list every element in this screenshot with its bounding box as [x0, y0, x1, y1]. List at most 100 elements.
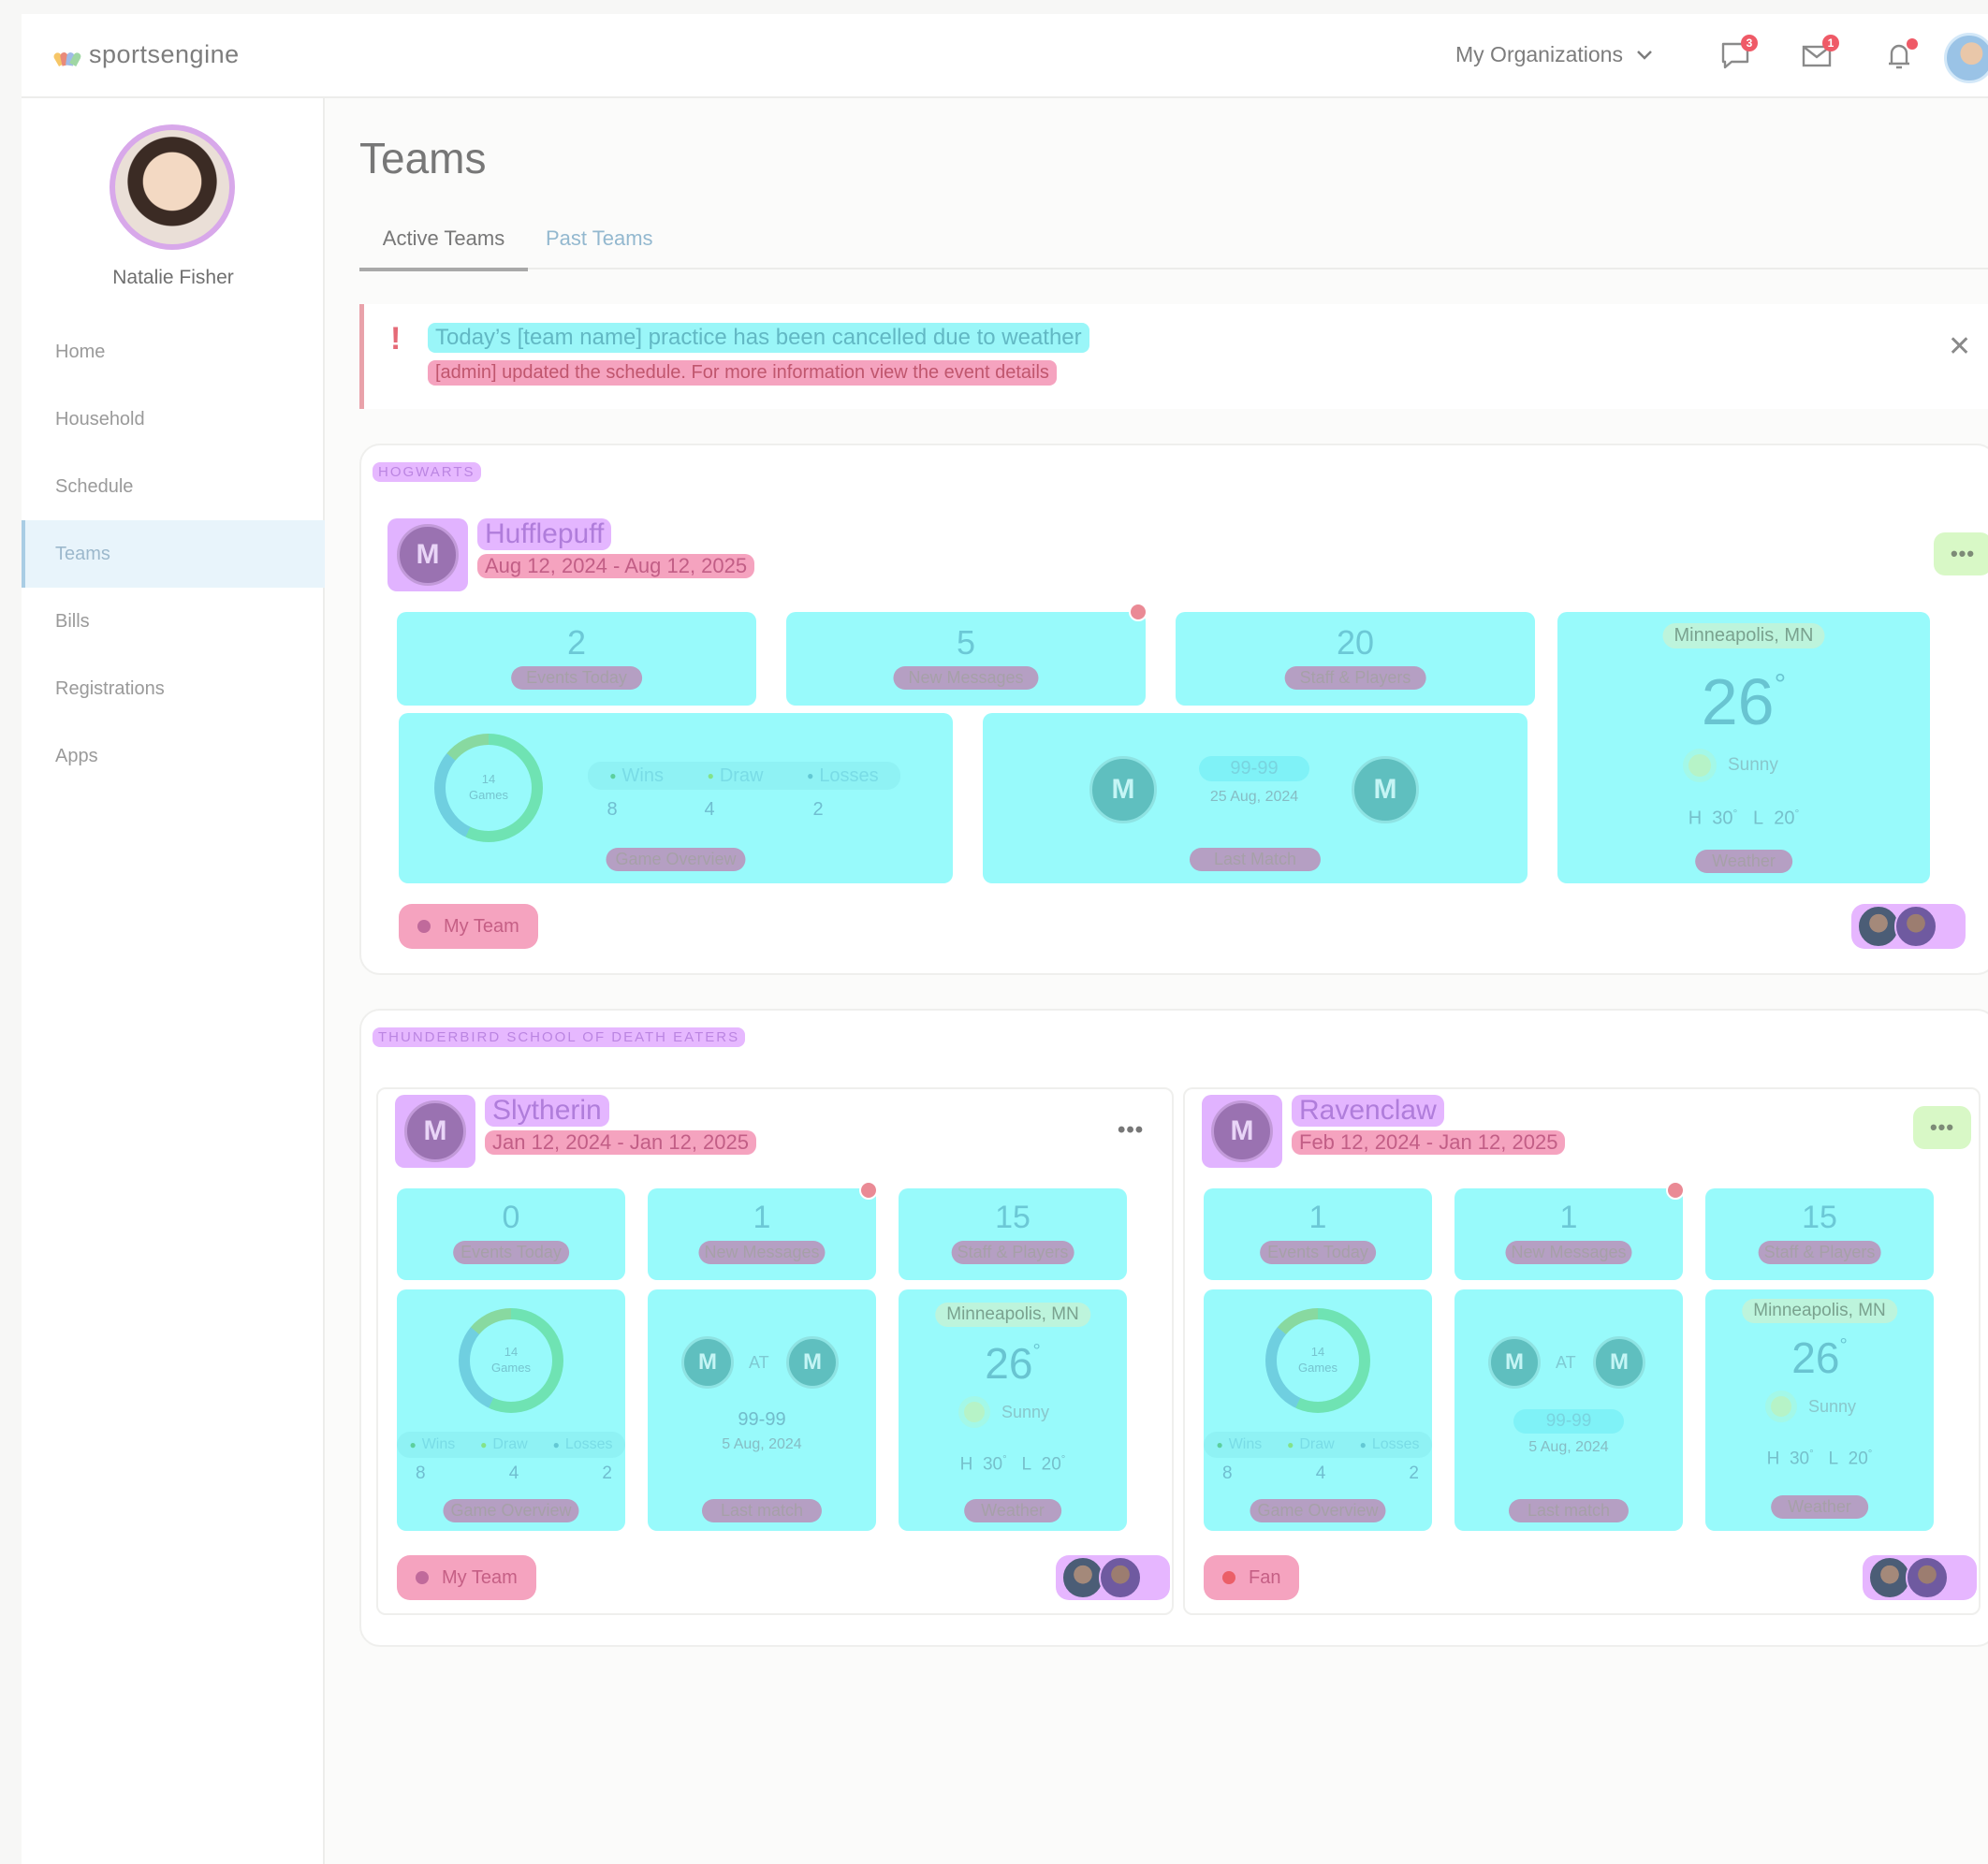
member-avatar — [1099, 1556, 1142, 1599]
team-more-button[interactable]: ••• — [1118, 1117, 1145, 1143]
events-today-tile[interactable]: 0 Events Today — [397, 1188, 625, 1280]
sidebar-item-apps[interactable]: Apps — [55, 745, 98, 766]
game-legend: Wins Draw Losses — [397, 1432, 625, 1458]
sidebar-item-teams[interactable]: Teams — [22, 520, 325, 588]
unread-dot — [859, 1181, 878, 1200]
brand-logo[interactable]: sportsengine — [52, 40, 240, 69]
draw-count: 4 — [1315, 1464, 1326, 1483]
staff-players-tile[interactable]: 15 Staff & Players — [899, 1188, 1127, 1280]
weather-label: Weather — [1695, 850, 1792, 873]
home-team-logo: M — [681, 1336, 734, 1389]
unread-dot — [1666, 1181, 1685, 1200]
team-logo[interactable]: M — [395, 1095, 475, 1168]
game-legend: Wins Draw Losses — [588, 762, 900, 790]
game-overview-tile[interactable]: 14 Games Wins Draw Losses 8 4 2 Game Ove… — [399, 713, 953, 883]
tab-past-teams[interactable]: Past Teams — [546, 226, 653, 250]
team-role-badge[interactable]: My Team — [399, 904, 538, 949]
team-role: Fan — [1249, 1566, 1281, 1588]
alert-title: Today’s [team name] practice has been ca… — [428, 323, 1089, 353]
legend-wins: Wins — [1216, 1436, 1263, 1453]
weather-tile[interactable]: Minneapolis, MN 26° Sunny H 30° L 20° We… — [1705, 1289, 1934, 1531]
staff-players-label: Staff & Players — [1758, 1241, 1881, 1264]
events-today-tile[interactable]: 1 Events Today — [1204, 1188, 1432, 1280]
sidebar-item-schedule[interactable]: Schedule — [55, 475, 134, 497]
at-label: AT — [749, 1353, 769, 1372]
game-overview-label: Game Overview — [606, 848, 746, 871]
mail-button[interactable]: 1 — [1800, 35, 1839, 76]
close-icon[interactable]: ✕ — [1948, 331, 1972, 362]
weather-temperature: 26° — [985, 1339, 1041, 1388]
team-card-ravenclaw: M Ravenclaw Feb 12, 2024 - Jan 12, 2025 … — [1183, 1087, 1981, 1615]
team-members-avatars[interactable] — [1056, 1555, 1170, 1600]
weather-condition: Sunny — [1771, 1396, 1856, 1417]
role-dot — [1222, 1571, 1235, 1584]
weather-city: Minneapolis, MN — [935, 1303, 1090, 1327]
team-name[interactable]: Hufflepuff — [477, 518, 612, 550]
legend-losses: Losses — [553, 1436, 613, 1453]
team-dates: Jan 12, 2024 - Jan 12, 2025 — [485, 1130, 756, 1155]
weather-tile[interactable]: Minneapolis, MN 26° Sunny H 30° L 20° We… — [899, 1289, 1127, 1531]
last-match-tile[interactable]: M 99-99 25 Aug, 2024 M Last Match — [983, 713, 1528, 883]
user-avatar-button[interactable] — [1944, 33, 1988, 83]
game-overview-tile[interactable]: 14 Games Wins Draw Losses 8 4 2 Game Ove… — [397, 1289, 625, 1531]
staff-players-tile[interactable]: 15 Staff & Players — [1705, 1188, 1934, 1280]
away-team-logo: M — [1593, 1336, 1645, 1389]
team-role: My Team — [444, 915, 519, 937]
last-match-tile[interactable]: M AT M 99-99 5 Aug, 2024 Last match — [1454, 1289, 1683, 1531]
weather-city: Minneapolis, MN — [1662, 623, 1825, 648]
legend-draw: Draw — [1287, 1436, 1334, 1453]
staff-players-label: Staff & Players — [1284, 666, 1426, 690]
last-match-score: 99-99 — [738, 1409, 786, 1430]
weather-condition: Sunny — [964, 1402, 1049, 1422]
legend-draw: Draw — [480, 1436, 527, 1453]
events-today-tile[interactable]: 2 Events Today — [397, 612, 756, 706]
sidebar-item-home[interactable]: Home — [55, 341, 106, 362]
org-section-thunderbird: THUNDERBIRD SCHOOL OF DEATH EATERS M Sly… — [359, 1009, 1988, 1647]
games-donut-chart: 14 Games — [434, 734, 543, 842]
tab-active-teams[interactable]: Active Teams — [359, 226, 528, 271]
losses-count: 2 — [1409, 1464, 1419, 1483]
chat-button[interactable]: 3 — [1718, 35, 1758, 76]
team-name[interactable]: Ravenclaw — [1292, 1095, 1444, 1127]
games-label: Games — [491, 1361, 531, 1375]
team-members-avatars[interactable] — [1863, 1555, 1977, 1600]
sidebar-item-registrations[interactable]: Registrations — [55, 677, 165, 699]
staff-players-tile[interactable]: 20 Staff & Players — [1176, 612, 1535, 706]
new-messages-tile[interactable]: 5 New Messages — [786, 603, 1147, 706]
team-members-avatars[interactable] — [1851, 904, 1966, 949]
legend-wins: Wins — [609, 765, 664, 787]
sidebar-item-household[interactable]: Household — [55, 408, 145, 430]
last-match-label: Last Match — [1189, 848, 1322, 871]
sidebar-nav: Home Household Schedule Teams Bills Regi… — [22, 318, 325, 790]
wins-count: 8 — [607, 799, 618, 820]
role-dot — [417, 920, 431, 933]
team-more-button[interactable]: ••• — [1934, 532, 1988, 575]
alert-message[interactable]: [admin] updated the schedule. For more i… — [428, 360, 1057, 386]
game-overview-tile[interactable]: 14 Games Wins Draw Losses 8 4 2 Game Ove… — [1204, 1289, 1432, 1531]
sun-icon — [1771, 1396, 1791, 1417]
unread-dot — [1129, 603, 1147, 621]
team-logo[interactable]: M — [1202, 1095, 1282, 1168]
team-more-button[interactable]: ••• — [1913, 1106, 1971, 1149]
profile-avatar[interactable] — [110, 124, 235, 250]
notifications-button[interactable] — [1882, 38, 1920, 76]
away-team-logo: M — [786, 1336, 839, 1389]
team-logo[interactable]: M — [387, 518, 468, 591]
team-role-badge[interactable]: Fan — [1204, 1555, 1300, 1600]
my-organizations-dropdown[interactable]: My Organizations — [1455, 42, 1653, 67]
mail-badge: 1 — [1822, 35, 1839, 51]
team-role-badge[interactable]: My Team — [397, 1555, 536, 1600]
staff-players-count: 15 — [995, 1200, 1031, 1235]
team-name[interactable]: Slytherin — [485, 1095, 609, 1127]
peacock-icon — [52, 45, 83, 66]
new-messages-tile[interactable]: 1 New Messages — [648, 1181, 878, 1280]
sidebar-item-bills[interactable]: Bills — [55, 610, 90, 632]
weather-high-low: H 30° L 20° — [1766, 1449, 1873, 1469]
my-organizations-label: My Organizations — [1455, 42, 1623, 66]
last-match-tile[interactable]: M AT M 99-99 5 Aug, 2024 Last match — [648, 1289, 876, 1531]
events-today-label: Events Today — [1260, 1241, 1376, 1264]
member-avatar — [1894, 905, 1937, 948]
games-count: 14 — [504, 1345, 519, 1360]
weather-tile[interactable]: Minneapolis, MN 26° Sunny H 30° L 20° We… — [1557, 612, 1930, 883]
new-messages-tile[interactable]: 1 New Messages — [1454, 1181, 1685, 1280]
